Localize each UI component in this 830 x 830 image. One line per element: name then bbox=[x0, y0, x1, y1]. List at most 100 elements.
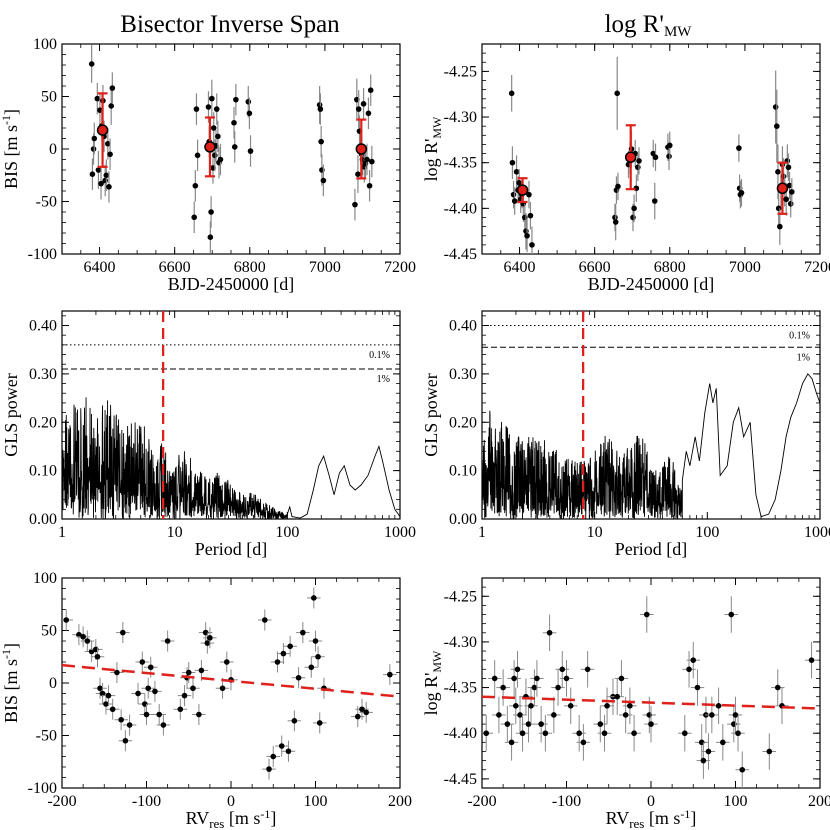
y-tick-label: 50 bbox=[41, 623, 57, 640]
data-point bbox=[139, 659, 146, 665]
data-point bbox=[198, 667, 205, 674]
data-point bbox=[735, 730, 741, 737]
data-point bbox=[285, 748, 292, 755]
data-point bbox=[223, 659, 230, 665]
y-tick-label: 0.30 bbox=[29, 366, 57, 383]
y-axis-label-part: -1 bbox=[0, 115, 13, 125]
data-point bbox=[534, 675, 540, 682]
data-point bbox=[643, 611, 650, 618]
x-tick-label: 200 bbox=[808, 793, 830, 810]
data-point bbox=[89, 171, 96, 177]
x-axis-label: Period [d] bbox=[615, 539, 687, 559]
data-point bbox=[648, 721, 654, 727]
data-point bbox=[513, 703, 519, 709]
data-point bbox=[524, 232, 530, 239]
x-axis-label-part: [m s bbox=[644, 808, 680, 828]
data-point bbox=[108, 103, 114, 109]
data-point bbox=[364, 156, 370, 163]
y-axis-label-part: MW bbox=[430, 116, 444, 139]
x-tick-label: 100 bbox=[275, 524, 299, 541]
x-tick-label: 100 bbox=[724, 793, 748, 810]
data-point bbox=[631, 205, 637, 212]
data-point bbox=[352, 201, 358, 208]
data-point bbox=[209, 95, 215, 102]
data-point bbox=[91, 135, 98, 142]
data-point bbox=[213, 106, 220, 112]
y-tick-label: 0.40 bbox=[29, 318, 57, 335]
y-tick-label: -50 bbox=[36, 194, 57, 211]
data-point bbox=[739, 766, 746, 773]
data-point bbox=[191, 214, 197, 221]
data-point bbox=[511, 675, 517, 682]
x-axis-label-part: res bbox=[629, 816, 644, 830]
data-point bbox=[122, 737, 129, 744]
data-point bbox=[274, 659, 281, 665]
x-tick-label: 100 bbox=[695, 524, 719, 541]
data-point bbox=[682, 730, 688, 737]
data-point bbox=[88, 648, 95, 655]
data-point bbox=[728, 611, 735, 618]
data-point bbox=[215, 133, 221, 140]
y-tick-label: 0 bbox=[49, 675, 57, 692]
y-tick-label: -4.40 bbox=[444, 725, 477, 742]
data-point bbox=[280, 650, 287, 657]
points-group bbox=[508, 56, 795, 254]
data-point bbox=[732, 712, 739, 718]
data-point bbox=[207, 234, 214, 240]
y-tick-label: -4.35 bbox=[444, 680, 477, 697]
x-tick-label: 6600 bbox=[579, 259, 611, 276]
data-point bbox=[504, 721, 511, 727]
x-tick-label: 1000 bbox=[804, 524, 830, 541]
data-point bbox=[517, 712, 523, 718]
data-point bbox=[311, 595, 317, 601]
panel-logr_time: 6400 6600 6800 7000 7200 -4.45 -4.40 -4.35 -4.30… bbox=[421, 43, 830, 294]
data-point bbox=[690, 657, 697, 663]
data-point bbox=[508, 90, 515, 97]
data-point bbox=[152, 688, 158, 695]
data-point bbox=[774, 123, 780, 129]
data-point bbox=[510, 191, 517, 198]
data-point bbox=[775, 169, 781, 175]
data-point bbox=[231, 144, 238, 150]
data-point bbox=[715, 703, 722, 709]
y-axis-label: log R'MW bbox=[421, 116, 444, 181]
data-point bbox=[635, 164, 641, 171]
x-tick-label: 6400 bbox=[504, 259, 536, 276]
data-point bbox=[205, 104, 212, 110]
data-point bbox=[63, 617, 70, 623]
data-point bbox=[736, 145, 742, 151]
data-point bbox=[107, 151, 113, 158]
data-point bbox=[99, 690, 106, 697]
x-tick-label: 10 bbox=[167, 524, 183, 541]
data-point bbox=[219, 685, 226, 692]
trend-line bbox=[62, 663, 400, 698]
y-tick-label: 0.20 bbox=[29, 414, 57, 431]
x-tick-label: 1000 bbox=[384, 524, 416, 541]
fap-label: 1% bbox=[377, 374, 390, 385]
data-point bbox=[207, 635, 213, 641]
data-point bbox=[738, 190, 745, 196]
data-point bbox=[94, 95, 101, 102]
data-point bbox=[555, 684, 561, 691]
data-point bbox=[369, 158, 375, 165]
data-point bbox=[519, 730, 526, 737]
y-axis-label-part: log R' bbox=[421, 139, 441, 182]
data-point bbox=[316, 720, 323, 726]
data-point bbox=[287, 643, 293, 650]
data-point bbox=[618, 675, 625, 682]
data-point bbox=[278, 743, 285, 749]
y-axis-label: BIS [m s-1] bbox=[0, 109, 21, 189]
x-axis-label-part: RV bbox=[606, 808, 630, 828]
data-point bbox=[576, 730, 582, 737]
y-axis-label: GLS power bbox=[421, 373, 441, 457]
data-point bbox=[666, 142, 673, 149]
data-point bbox=[233, 96, 239, 103]
data-point bbox=[509, 159, 516, 166]
y-tick-label: -4.30 bbox=[444, 109, 477, 126]
data-point bbox=[546, 629, 553, 636]
data-point bbox=[145, 685, 151, 692]
data-point bbox=[694, 684, 701, 691]
data-point bbox=[208, 209, 214, 215]
data-point bbox=[354, 713, 361, 720]
data-point bbox=[808, 657, 815, 663]
